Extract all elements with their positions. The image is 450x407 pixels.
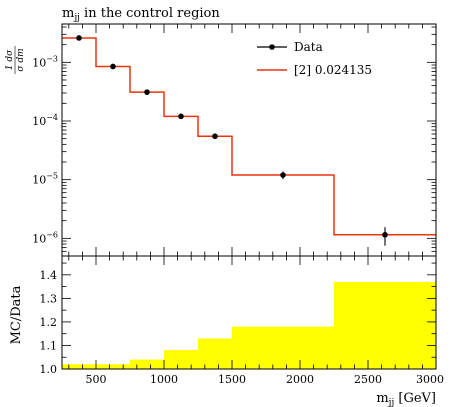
x-tick-label-2000: 2000 — [286, 373, 314, 386]
title-rest: in the control region — [80, 6, 220, 21]
y-tick-label-main-1: 10−4 — [32, 113, 58, 128]
y-tick-label-ratio-2: 1.2 — [40, 316, 58, 329]
main-panel-frame — [61, 23, 437, 257]
legend-data-label: Data — [294, 40, 323, 54]
y-tick-label-ratio-1: 1.1 — [40, 339, 58, 352]
y-tick-label-base: 10 — [32, 56, 46, 69]
title-subscript: jj — [73, 13, 80, 23]
ratio-band-bin-6 — [334, 281, 436, 369]
ratio-band-bin-5 — [232, 326, 334, 369]
data-point-3 — [178, 113, 184, 120]
x-tick-label-500: 500 — [86, 373, 107, 386]
legend: Data [2] 0.024135 — [257, 40, 372, 77]
y-tick-label-ratio-3: 1.3 — [40, 292, 58, 305]
ratio-band-bin-0 — [62, 364, 96, 369]
ratio-band-bin-1 — [96, 364, 130, 369]
data-point-5 — [280, 172, 286, 178]
y-tick-label-base: 10 — [32, 115, 46, 128]
x-axis-label-unit: [GeV] — [394, 391, 436, 406]
y-tick-label-main-0: 10−3 — [32, 54, 58, 69]
y-tick-label-base: 10 — [32, 232, 46, 245]
ratio-band-bin-3 — [164, 350, 198, 369]
x-tick-label-1000: 1000 — [150, 373, 178, 386]
y-tick-label-main-2: 10−5 — [32, 172, 58, 187]
y-tick-label-exponent: −4 — [46, 113, 58, 122]
mc-histogram-line — [62, 37, 436, 236]
y-tick-label-main-3: 10−6 — [32, 230, 58, 245]
y-tick-label-exponent: −3 — [46, 54, 58, 63]
y-tick-label-ratio-0: 1.0 — [40, 363, 58, 376]
legend-data-marker — [269, 44, 275, 50]
x-tick-label-1500: 1500 — [218, 373, 246, 386]
svg-text:1 dσ: 1 dσ — [5, 49, 15, 70]
data-point-2 — [144, 89, 150, 95]
data-point-1 — [110, 63, 116, 70]
ratio-panel-frame — [61, 255, 437, 370]
chart-title: mjj in the control region — [62, 6, 220, 23]
main-y-axis-label: 1 dσ σ dm — [5, 46, 26, 74]
legend-mc-label: [2] 0.024135 — [294, 63, 372, 77]
x-axis-label-base: m — [376, 391, 388, 406]
svg-text:σ dm: σ dm — [16, 48, 26, 71]
y-tick-label-exponent: −6 — [46, 230, 58, 239]
title-base: m — [62, 6, 74, 21]
data-point-4 — [212, 133, 218, 140]
data-point-6 — [382, 231, 388, 238]
y-tick-label-exponent: −5 — [46, 172, 58, 181]
x-tick-label-2500: 2500 — [354, 373, 382, 386]
x-tick-label-3000: 3000 — [416, 373, 444, 386]
y-tick-label-ratio-4: 1.4 — [40, 269, 58, 282]
x-axis-label: mjj [GeV] — [376, 391, 436, 407]
y-tick-label-base: 10 — [32, 174, 46, 187]
ratio-y-axis-label: MC/Data — [9, 285, 24, 344]
x-axis-label-subscript: jj — [388, 398, 395, 407]
ratio-band-bin-2 — [130, 359, 164, 369]
data-point-0 — [76, 35, 82, 41]
ratio-band-bin-4 — [198, 338, 232, 369]
